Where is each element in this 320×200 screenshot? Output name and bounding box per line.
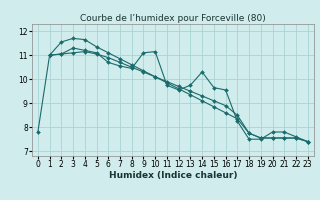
X-axis label: Humidex (Indice chaleur): Humidex (Indice chaleur) xyxy=(108,171,237,180)
Title: Courbe de l’humidex pour Forceville (80): Courbe de l’humidex pour Forceville (80) xyxy=(80,14,266,23)
